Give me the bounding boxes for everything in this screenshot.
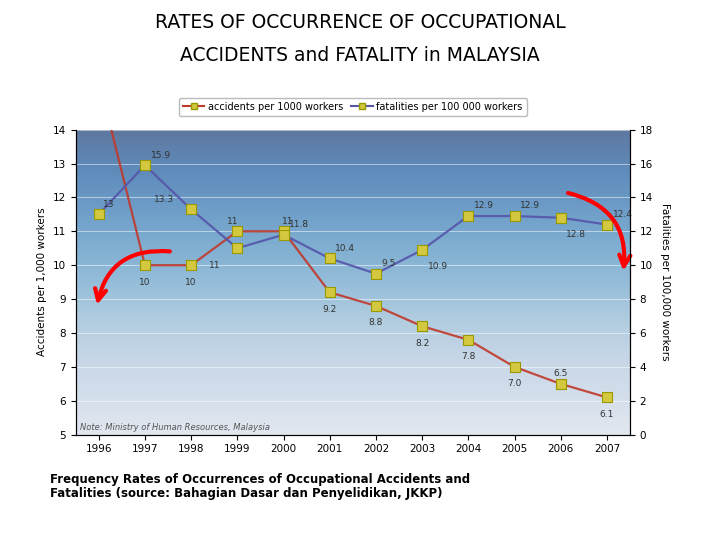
Text: 8.2: 8.2 <box>415 339 429 348</box>
Text: 11.8: 11.8 <box>289 220 309 229</box>
Text: 8.8: 8.8 <box>369 319 383 327</box>
Legend: accidents per 1000 workers, fatalities per 100 000 workers: accidents per 1000 workers, fatalities p… <box>179 98 526 116</box>
Point <box>555 380 567 388</box>
Text: 15.9: 15.9 <box>150 151 171 160</box>
Text: ACCIDENTS and FATALITY in MALAYSIA: ACCIDENTS and FATALITY in MALAYSIA <box>180 46 540 65</box>
Point <box>232 227 243 235</box>
Text: 10.4: 10.4 <box>336 244 355 253</box>
Point <box>278 231 289 239</box>
Text: Frequency Rates of Occurrences of Occupational Accidents and
Fatalities (source:: Frequency Rates of Occurrences of Occupa… <box>50 472 471 501</box>
Point <box>185 261 197 269</box>
Text: 11: 11 <box>209 261 220 270</box>
Point <box>370 301 382 310</box>
Text: RATES OF OCCURRENCE OF OCCUPATIONAL: RATES OF OCCURRENCE OF OCCUPATIONAL <box>155 14 565 32</box>
Point <box>601 220 613 229</box>
Point <box>416 322 428 330</box>
Text: 6.5: 6.5 <box>554 369 568 379</box>
Text: 12.4: 12.4 <box>613 210 632 219</box>
Text: Note: Ministry of Human Resources, Malaysia: Note: Ministry of Human Resources, Malay… <box>80 423 270 432</box>
Text: 12.9: 12.9 <box>520 201 540 211</box>
Text: 7.8: 7.8 <box>461 352 475 361</box>
Y-axis label: Fatalities per 100,000 workers: Fatalities per 100,000 workers <box>660 204 670 361</box>
Point <box>324 254 336 263</box>
Text: 9.2: 9.2 <box>323 305 337 314</box>
Text: 12.9: 12.9 <box>474 201 494 211</box>
Text: 10: 10 <box>139 278 150 287</box>
Text: 6.1: 6.1 <box>600 410 614 419</box>
Point <box>462 212 474 220</box>
Point <box>555 213 567 222</box>
Text: 10: 10 <box>185 278 197 287</box>
Text: 10.9: 10.9 <box>428 262 448 272</box>
Text: 12.8: 12.8 <box>566 230 586 239</box>
Text: 7.0: 7.0 <box>508 380 522 388</box>
Text: 13: 13 <box>103 200 114 209</box>
Text: 13.3: 13.3 <box>154 195 174 204</box>
Point <box>139 261 150 269</box>
Point <box>370 269 382 278</box>
Point <box>278 227 289 235</box>
Point <box>324 288 336 296</box>
Point <box>139 161 150 170</box>
Point <box>232 244 243 253</box>
Point <box>93 75 104 83</box>
Text: 11: 11 <box>228 217 239 226</box>
Text: 9.5: 9.5 <box>382 259 396 268</box>
Text: 11: 11 <box>282 217 294 226</box>
Point <box>185 205 197 214</box>
Point <box>509 362 521 371</box>
Point <box>93 210 104 219</box>
Point <box>509 212 521 220</box>
Text: 15.5: 15.5 <box>0 539 1 540</box>
Point <box>462 335 474 344</box>
Y-axis label: Accidents per 1,000 workers: Accidents per 1,000 workers <box>37 208 47 356</box>
Point <box>416 246 428 254</box>
Point <box>601 393 613 402</box>
